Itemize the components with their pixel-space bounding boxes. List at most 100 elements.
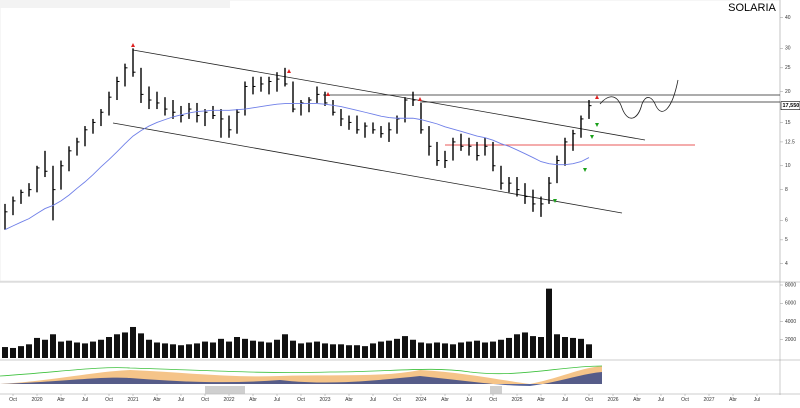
volume-bar bbox=[194, 343, 200, 358]
x-tick-label: Oct bbox=[681, 397, 689, 403]
volume-bar bbox=[354, 345, 360, 358]
volume-bar bbox=[146, 339, 152, 358]
last-price-tag bbox=[780, 101, 800, 110]
volume-bar bbox=[562, 337, 568, 358]
volume-bar bbox=[202, 341, 208, 358]
volume-bar bbox=[266, 342, 272, 358]
volume-bar bbox=[370, 343, 376, 358]
x-tick-label: Oct bbox=[585, 397, 593, 403]
x-tick-label: Oct bbox=[9, 397, 17, 403]
volume-bar bbox=[570, 337, 576, 358]
toolbar[interactable] bbox=[0, 0, 230, 8]
y-tick-label: 5 bbox=[785, 237, 788, 243]
volume-bar bbox=[82, 343, 88, 358]
volume-bar bbox=[442, 343, 448, 358]
volume-bar bbox=[250, 340, 256, 358]
volume-bar bbox=[290, 340, 296, 358]
volume-bar bbox=[178, 345, 184, 358]
x-tick-label: Abr bbox=[729, 397, 737, 403]
x-tick-label: Oct bbox=[297, 397, 305, 403]
volume-bar bbox=[386, 340, 392, 358]
last-price-label: 17,550 bbox=[783, 103, 800, 109]
volume-bar bbox=[122, 332, 128, 358]
y-tick-label: 6 bbox=[785, 218, 788, 224]
volume-bar bbox=[218, 338, 224, 358]
buy-arrow bbox=[553, 199, 557, 203]
volume-bar bbox=[210, 342, 216, 358]
volume-bar bbox=[434, 342, 440, 358]
x-tick-label: Abr bbox=[441, 397, 449, 403]
indicator-area bbox=[0, 372, 602, 386]
buy-arrow bbox=[583, 168, 587, 172]
x-tick-label: Abr bbox=[345, 397, 353, 403]
y-tick-label: 8000 bbox=[785, 282, 796, 288]
x-tick-label: Jul bbox=[562, 397, 568, 403]
buy-arrow bbox=[590, 135, 594, 139]
moving-average bbox=[4, 103, 590, 231]
volume-bar bbox=[546, 288, 552, 358]
indicator-line bbox=[0, 365, 603, 377]
signal-arrows bbox=[131, 43, 599, 203]
price-panel bbox=[0, 0, 781, 282]
projection-curve bbox=[599, 79, 679, 119]
x-tick-label: 2027 bbox=[703, 397, 714, 403]
indicator-band bbox=[205, 386, 245, 394]
volume-bar bbox=[50, 334, 56, 358]
x-tick-label: Jul bbox=[466, 397, 472, 403]
volume-bar bbox=[130, 326, 136, 358]
x-tick-label: Jul bbox=[274, 397, 280, 403]
volume-bar bbox=[234, 337, 240, 358]
volume-bar bbox=[338, 344, 344, 358]
x-tick-label: Oct bbox=[105, 397, 113, 403]
indicator-panel bbox=[0, 365, 603, 394]
sell-arrow bbox=[418, 97, 422, 101]
y-tick-label: 4 bbox=[785, 261, 788, 267]
volume-bar bbox=[474, 340, 480, 358]
volume-bar bbox=[378, 341, 384, 358]
volume-bar bbox=[306, 342, 312, 358]
volume-bar bbox=[2, 347, 8, 358]
x-tick-label: Jul bbox=[754, 397, 760, 403]
volume-bar bbox=[138, 333, 144, 358]
buy-arrow bbox=[595, 123, 599, 127]
sell-arrow bbox=[326, 92, 330, 96]
volume-bar bbox=[282, 334, 288, 358]
volume-bar bbox=[402, 336, 408, 358]
x-tick-label: 2024 bbox=[415, 397, 426, 403]
x-tick-label: Oct bbox=[201, 397, 209, 403]
x-tick-label: Abr bbox=[153, 397, 161, 403]
sell-arrow bbox=[131, 43, 135, 47]
volume-bar bbox=[330, 344, 336, 358]
trendlines bbox=[112, 49, 780, 214]
x-tick-label: Abr bbox=[537, 397, 545, 403]
x-tick-label: Abr bbox=[249, 397, 257, 403]
volume-bar bbox=[554, 334, 560, 358]
volume-bar bbox=[314, 341, 320, 358]
volume-bar bbox=[498, 339, 504, 358]
volume-bar bbox=[490, 341, 496, 358]
volume-bar bbox=[170, 344, 176, 358]
volume-bar bbox=[162, 343, 168, 358]
x-tick-label: 2021 bbox=[127, 397, 138, 403]
y-tick-label: 4000 bbox=[785, 319, 796, 325]
volume-bar bbox=[26, 344, 32, 358]
volume-bar bbox=[466, 341, 472, 358]
volume-bar bbox=[506, 337, 512, 358]
volume-bar bbox=[450, 344, 456, 358]
volume-bar bbox=[298, 343, 304, 358]
volume-bar bbox=[418, 342, 424, 358]
x-tick-label: Oct bbox=[489, 397, 497, 403]
volume-bar bbox=[538, 337, 544, 358]
x-tick-label: Jul bbox=[178, 397, 184, 403]
chart-title: SOLARIA bbox=[728, 2, 776, 14]
volume-bar bbox=[242, 338, 248, 358]
y-tick-label: 20 bbox=[785, 89, 791, 95]
y-tick-label: 2000 bbox=[785, 337, 796, 343]
volume-bar bbox=[58, 341, 64, 358]
volume-bar bbox=[274, 339, 280, 358]
x-tick-label: 2026 bbox=[607, 397, 618, 403]
y-tick-label: 6000 bbox=[785, 301, 796, 307]
